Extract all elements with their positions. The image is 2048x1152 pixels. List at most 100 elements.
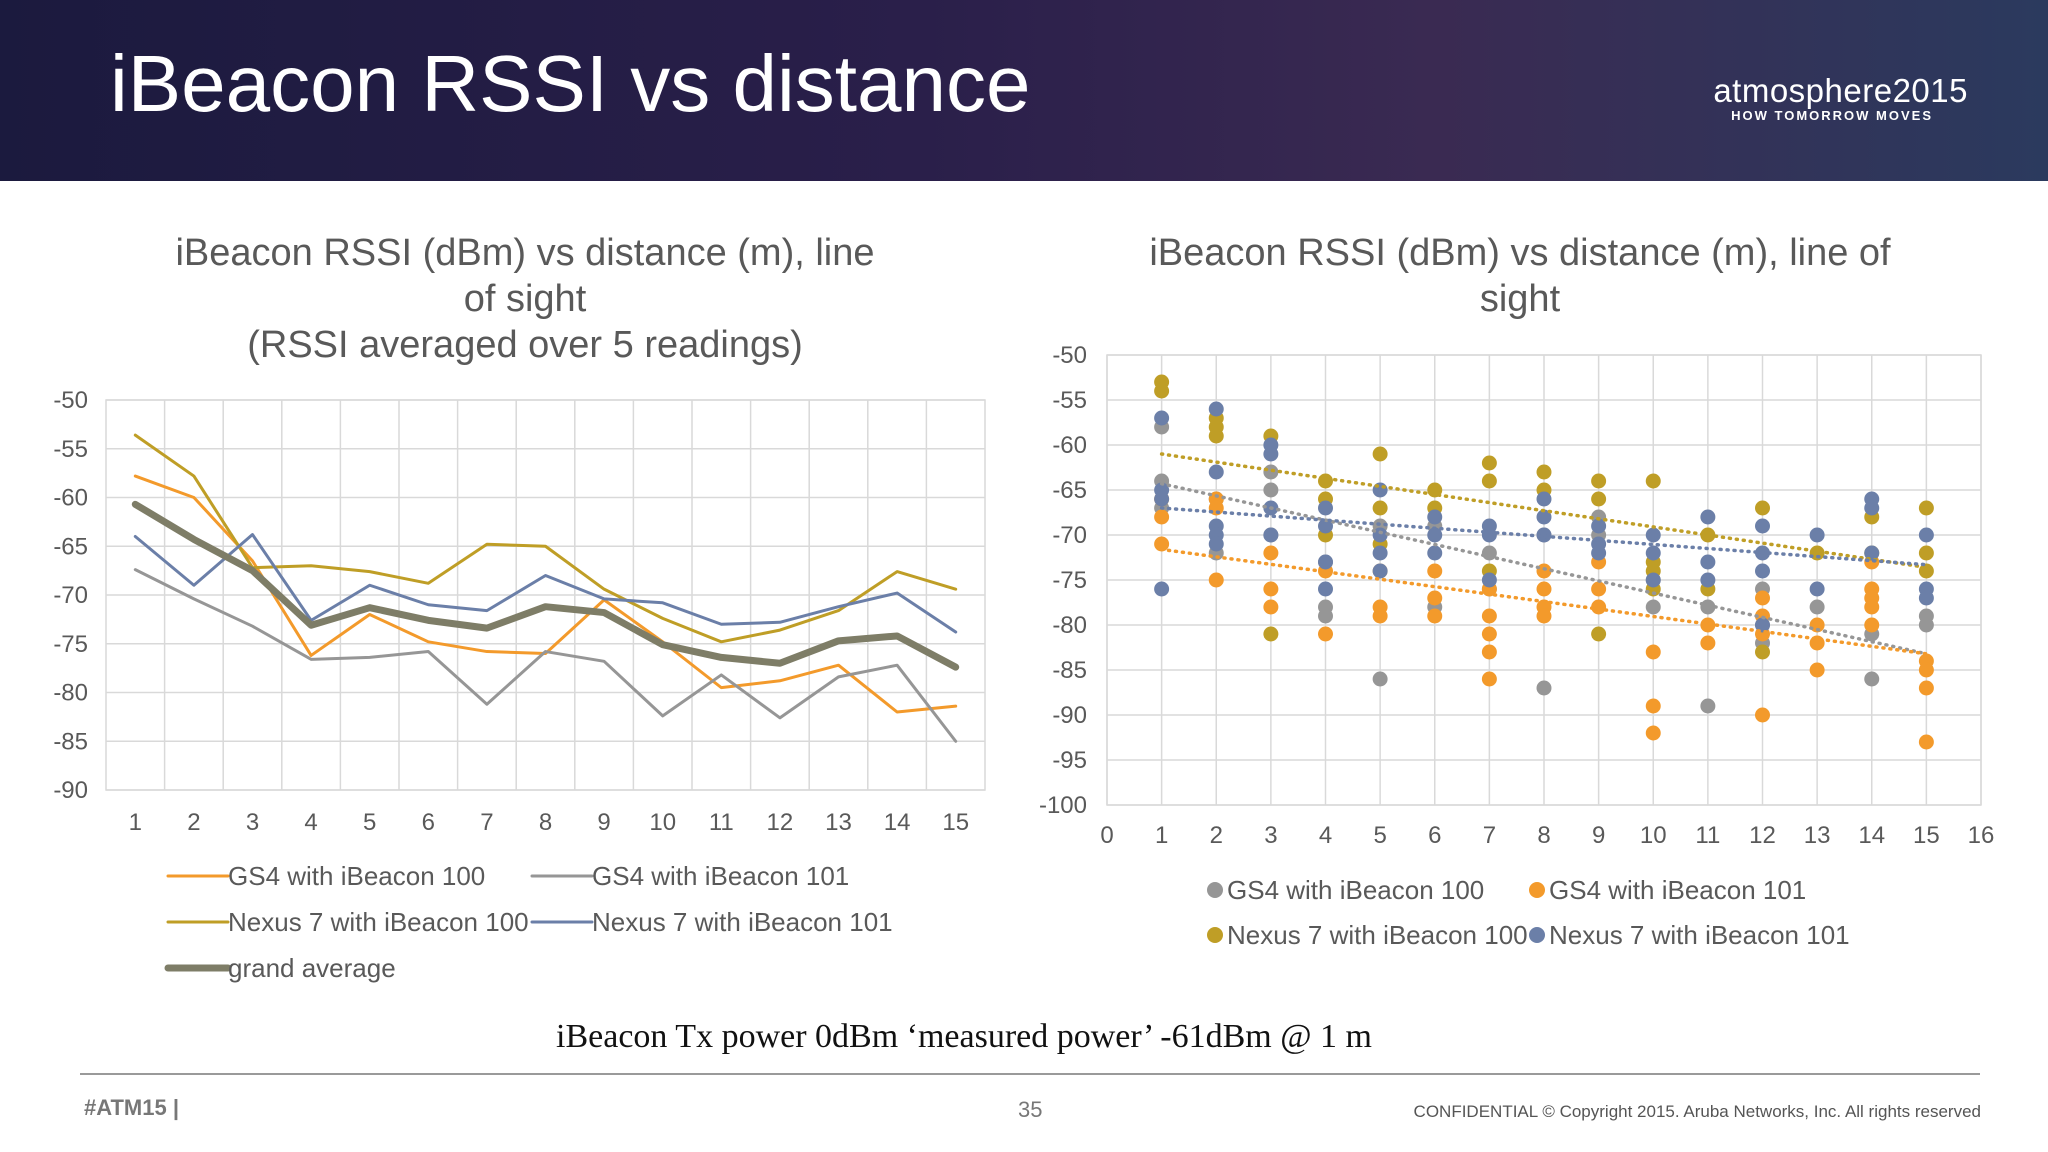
scatter-point-nexus-7-with-ibeacon-101 <box>1864 545 1880 561</box>
scatter-point-gs4-with-ibeacon-101 <box>1864 617 1880 633</box>
scatter-point-nexus-7-with-ibeacon-101 <box>1318 581 1333 597</box>
logo-wordmark: atmosphere2015 <box>1713 72 1968 109</box>
scatter-point-gs4-with-ibeacon-101 <box>1481 644 1497 660</box>
x-tick-label: 13 <box>1804 822 1831 849</box>
x-tick-label: 2 <box>187 809 200 836</box>
scatter-point-nexus-7-with-ibeacon-101 <box>1918 590 1934 606</box>
scatter-point-nexus-7-with-ibeacon-101 <box>1700 509 1716 525</box>
scatter-point-gs4-with-ibeacon-101 <box>1427 590 1443 606</box>
scatter-point-gs4-with-ibeacon-100 <box>1263 482 1279 498</box>
x-tick-label: 6 <box>422 809 435 836</box>
scatter-point-nexus-7-with-ibeacon-101 <box>1208 464 1224 480</box>
x-tick-label: 9 <box>597 809 610 836</box>
y-tick-label: -80 <box>53 680 88 707</box>
scatter-point-gs4-with-ibeacon-101 <box>1263 581 1279 597</box>
legend-label-nexus-7-with-ibeacon-101: Nexus 7 with iBeacon 101 <box>592 907 893 937</box>
scatter-point-nexus-7-with-ibeacon-100 <box>1918 500 1934 516</box>
scatter-point-nexus-7-with-ibeacon-101 <box>1372 545 1388 561</box>
x-tick-label: 15 <box>1913 822 1940 849</box>
series-line-nexus-7-with-ibeacon-100 <box>133 433 958 644</box>
title-banner <box>0 0 2048 181</box>
scatter-point-nexus-7-with-ibeacon-101 <box>1372 563 1388 579</box>
scatter-point-nexus-7-with-ibeacon-101 <box>1318 518 1333 534</box>
scatter-point-gs4-with-ibeacon-100 <box>1536 680 1552 696</box>
footer-confidential: CONFIDENTIAL © Copyright 2015. Aruba Net… <box>1413 1102 1981 1121</box>
scatter-point-nexus-7-with-ibeacon-101 <box>1645 572 1661 588</box>
scatter-point-gs4-with-ibeacon-101 <box>1536 581 1552 597</box>
scatter-point-gs4-with-ibeacon-101 <box>1864 599 1880 615</box>
scatter-point-nexus-7-with-ibeacon-100 <box>1263 626 1279 642</box>
slide-title: iBeacon RSSI vs distance <box>110 39 1031 128</box>
scatter-point-gs4-with-ibeacon-101 <box>1372 608 1388 624</box>
scatter-point-nexus-7-with-ibeacon-101 <box>1591 518 1607 534</box>
x-tick-label: 11 <box>1695 822 1720 849</box>
scatter-point-nexus-7-with-ibeacon-101 <box>1372 527 1388 543</box>
x-tick-label: 7 <box>480 809 493 836</box>
x-tick-label: 14 <box>1858 822 1885 849</box>
y-tick-label: -90 <box>53 777 88 804</box>
scatter-point-nexus-7-with-ibeacon-101 <box>1481 527 1497 543</box>
scatter-chart-title-line-2: sight <box>1479 278 1561 320</box>
atmosphere-logo: atmosphere2015 HOW TOMORROW MOVES <box>1713 72 1968 124</box>
scatter-point-gs4-with-ibeacon-100 <box>1700 698 1716 714</box>
scatter-point-nexus-7-with-ibeacon-101 <box>1427 509 1443 525</box>
trendline-gs4-with-ibeacon-101 <box>1159 547 1929 656</box>
x-tick-label: 6 <box>1428 822 1441 849</box>
scatter-point-nexus-7-with-ibeacon-101 <box>1481 572 1497 588</box>
x-tick-label: 4 <box>1319 822 1332 849</box>
scatter-point-gs4-with-ibeacon-101 <box>1481 608 1497 624</box>
scatter-point-gs4-with-ibeacon-101 <box>1809 662 1825 678</box>
scatter-point-nexus-7-with-ibeacon-100 <box>1591 491 1607 507</box>
scatter-point-nexus-7-with-ibeacon-101 <box>1318 500 1333 516</box>
scatter-point-gs4-with-ibeacon-101 <box>1263 545 1279 561</box>
scatter-chart-title-line-1: iBeacon RSSI (dBm) vs distance (m), line… <box>1149 232 1891 274</box>
x-tick-label: 7 <box>1483 822 1496 849</box>
scatter-point-nexus-7-with-ibeacon-100 <box>1318 473 1333 489</box>
x-tick-label: 5 <box>363 809 376 836</box>
scatter-point-nexus-7-with-ibeacon-100 <box>1481 473 1497 489</box>
y-tick-label: -65 <box>1052 477 1087 504</box>
y-tick-label: -90 <box>1052 702 1087 729</box>
x-tick-label: 0 <box>1100 822 1113 849</box>
series-line-gs4-with-ibeacon-101 <box>133 568 958 743</box>
scatter-point-gs4-with-ibeacon-100 <box>1263 464 1279 480</box>
scatter-point-nexus-7-with-ibeacon-101 <box>1755 518 1770 534</box>
y-tick-label: -100 <box>1039 792 1087 819</box>
scatter-point-gs4-with-ibeacon-101 <box>1645 725 1661 741</box>
legend-label-nexus-7-with-ibeacon-100: Nexus 7 with iBeacon 100 <box>1227 920 1528 950</box>
scatter-point-nexus-7-with-ibeacon-101 <box>1208 401 1224 417</box>
logo-tagline: HOW TOMORROW MOVES <box>1731 108 1933 123</box>
x-tick-label: 3 <box>246 809 259 836</box>
y-tick-label: -65 <box>53 533 88 560</box>
scatter-point-gs4-with-ibeacon-100 <box>1481 545 1497 561</box>
scatter-point-gs4-with-ibeacon-101 <box>1427 608 1443 624</box>
scatter-point-nexus-7-with-ibeacon-100 <box>1154 383 1170 399</box>
scatter-point-gs4-with-ibeacon-100 <box>1918 617 1934 633</box>
x-tick-label: 12 <box>767 809 794 836</box>
y-tick-label: -70 <box>1052 522 1087 549</box>
scatter-point-gs4-with-ibeacon-101 <box>1700 635 1716 651</box>
scatter-point-nexus-7-with-ibeacon-101 <box>1154 410 1170 426</box>
scatter-chart-title: iBeacon RSSI (dBm) vs distance (m), line… <box>1080 230 1960 322</box>
x-tick-label: 9 <box>1592 822 1605 849</box>
scatter-point-nexus-7-with-ibeacon-100 <box>1755 500 1770 516</box>
scatter-point-nexus-7-with-ibeacon-101 <box>1918 527 1934 543</box>
scatter-point-gs4-with-ibeacon-101 <box>1918 662 1934 678</box>
scatter-point-gs4-with-ibeacon-101 <box>1591 599 1607 615</box>
scatter-point-nexus-7-with-ibeacon-101 <box>1372 482 1388 498</box>
x-tick-label: 14 <box>884 809 911 836</box>
scatter-point-nexus-7-with-ibeacon-101 <box>1809 581 1825 597</box>
x-tick-label: 13 <box>825 809 852 836</box>
legend-label-gs4-with-ibeacon-100: GS4 with iBeacon 100 <box>228 861 485 891</box>
scatter-point-nexus-7-with-ibeacon-101 <box>1536 527 1552 543</box>
scatter-point-nexus-7-with-ibeacon-101 <box>1154 581 1170 597</box>
series-line-grand-average <box>131 500 960 671</box>
x-tick-label: 2 <box>1210 822 1223 849</box>
scatter-point-nexus-7-with-ibeacon-101 <box>1755 563 1770 579</box>
scatter-point-nexus-7-with-ibeacon-100 <box>1372 446 1388 462</box>
scatter-point-gs4-with-ibeacon-101 <box>1536 608 1552 624</box>
y-tick-label: -85 <box>53 728 88 755</box>
x-tick-label: 1 <box>1155 822 1168 849</box>
x-tick-label: 4 <box>304 809 317 836</box>
scatter-point-nexus-7-with-ibeacon-101 <box>1645 545 1661 561</box>
